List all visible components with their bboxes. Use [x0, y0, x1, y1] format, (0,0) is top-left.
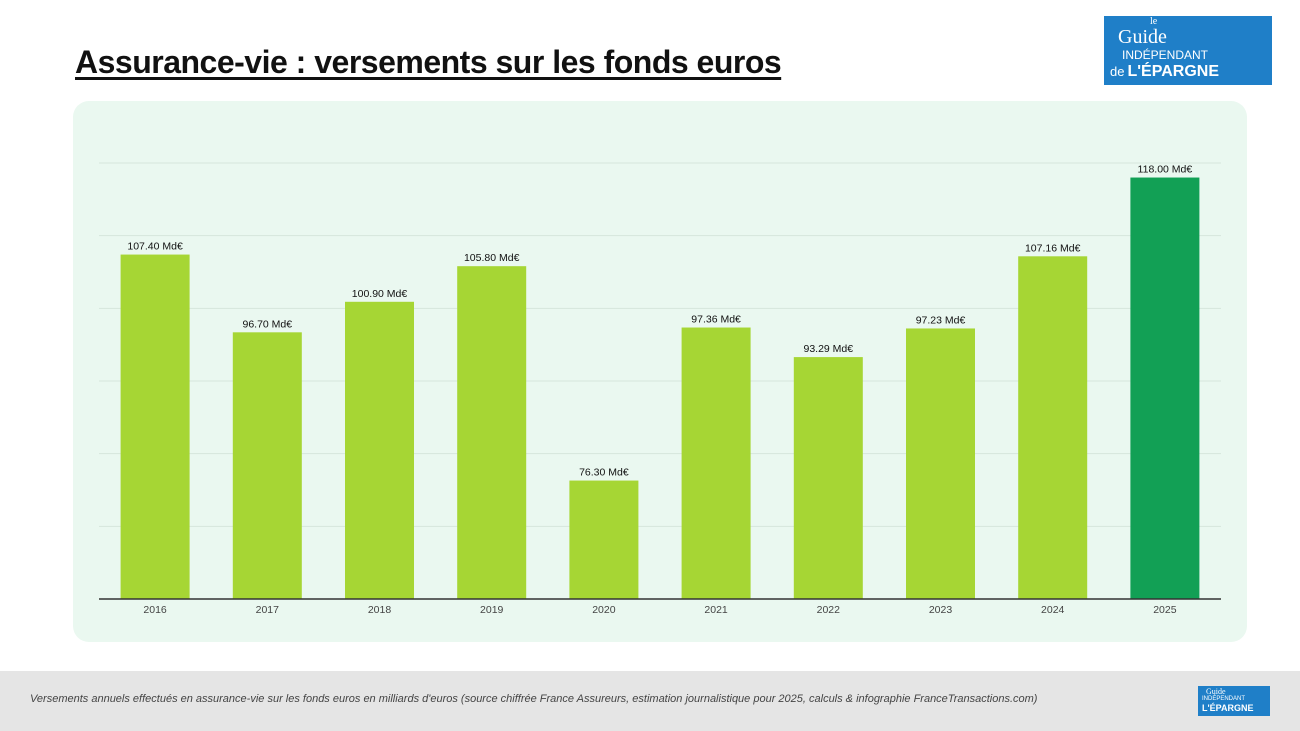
logo-text-le: le: [1150, 16, 1158, 27]
x-tick-label-2018: 2018: [368, 604, 392, 616]
data-label-2024: 107.16 Md€: [1025, 242, 1081, 254]
logo-text-guide: Guide: [1118, 26, 1167, 48]
source-caption: Versements annuels effectués en assuranc…: [30, 693, 1038, 705]
bar-2020: [569, 480, 639, 599]
x-tick-label-2017: 2017: [256, 604, 280, 616]
bar-2024: [1018, 256, 1088, 599]
bar-2022: [793, 357, 863, 599]
x-tick-label-2021: 2021: [704, 604, 728, 616]
x-tick-label-2022: 2022: [817, 604, 841, 616]
logo-text-de: de: [1110, 64, 1125, 79]
logo-small-text-epargne: L'ÉPARGNE: [1202, 703, 1254, 713]
bar-2016: [120, 254, 190, 599]
x-tick-label-2024: 2024: [1041, 604, 1065, 616]
chart-panel: 107.40 Md€ 2016 96.70 Md€ 2017 100.90 Md€ 201…: [73, 101, 1247, 642]
bar-2018: [345, 301, 414, 599]
bar-chart: 107.40 Md€ 2016 96.70 Md€ 2017 100.90 Md€ 201…: [99, 162, 1221, 616]
x-tick-label-2016: 2016: [143, 604, 167, 616]
data-label-2020: 76.30 Md€: [579, 467, 629, 479]
data-label-2017: 96.70 Md€: [242, 318, 292, 330]
x-tick-label-2023: 2023: [929, 604, 953, 616]
page-title: Assurance-vie : versements sur les fonds…: [75, 44, 782, 80]
data-label-2019: 105.80 Md€: [464, 252, 520, 264]
bar-2019: [457, 266, 527, 599]
data-label-2022: 93.29 Md€: [803, 343, 853, 355]
data-label-2016: 107.40 Md€: [127, 241, 183, 253]
data-label-2023: 97.23 Md€: [916, 314, 966, 326]
logo-bottom-row: de L'ÉPARGNE: [1110, 62, 1219, 81]
logo-text-independant: INDÉPENDANT: [1122, 48, 1209, 62]
x-tick-label-2025: 2025: [1153, 604, 1177, 616]
guide-epargne-logo-small: Guide INDÉPENDANT L'ÉPARGNE: [1198, 686, 1270, 716]
data-label-2021: 97.36 Md€: [691, 314, 741, 326]
bar-2017: [232, 332, 302, 599]
bar-2021: [681, 327, 751, 599]
bar-2025: [1130, 177, 1200, 599]
logo-small-text-guide: Guide: [1206, 687, 1226, 696]
logo-text-epargne: L'ÉPARGNE: [1127, 63, 1219, 80]
data-label-2025: 118.00 Md€: [1138, 164, 1193, 176]
x-tick-label-2019: 2019: [480, 604, 504, 616]
data-label-2018: 100.90 Md€: [352, 288, 408, 300]
logo-small-text-independant: INDÉPENDANT: [1202, 696, 1246, 702]
bar-2023: [906, 328, 975, 599]
x-tick-label-2020: 2020: [592, 604, 616, 616]
footer: Versements annuels effectués en assuranc…: [0, 671, 1300, 731]
guide-epargne-logo: le Guide INDÉPENDANT de L'ÉPARGNE: [1104, 16, 1272, 85]
